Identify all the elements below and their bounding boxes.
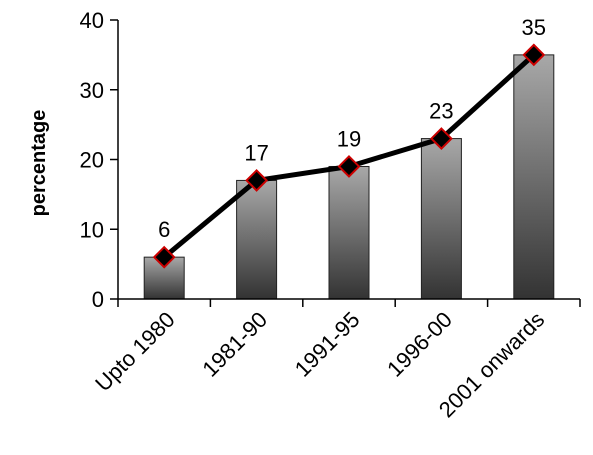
- marker-5: [522, 43, 546, 67]
- x-tick-label: 1991-95: [290, 307, 365, 382]
- bar-4: [420, 138, 462, 300]
- y-tick-label: 20: [80, 148, 104, 173]
- data-label-5: 35: [522, 15, 546, 40]
- data-label-1: 6: [158, 217, 170, 242]
- bar-2: [236, 179, 278, 300]
- marker-1: [152, 245, 176, 269]
- y-tick-label: 0: [92, 287, 104, 312]
- y-axis-title: percentage: [28, 110, 50, 217]
- marker-2: [245, 169, 269, 192]
- marker-3: [337, 155, 361, 178]
- labels-group: 6 17 19 23 35: [158, 15, 546, 242]
- y-tick-label: 40: [80, 8, 104, 33]
- x-tick-label: 1996-00: [382, 307, 457, 382]
- bar-5: [513, 54, 555, 300]
- y-tick-label: 10: [80, 217, 104, 242]
- marker-4: [429, 127, 453, 150]
- data-label-3: 19: [337, 126, 361, 151]
- x-tick-label: 1981-90: [197, 307, 272, 382]
- x-tick-label: Upto 1980: [90, 307, 179, 396]
- data-label-4: 23: [429, 99, 453, 124]
- data-label-2: 17: [244, 140, 268, 165]
- bar-3: [328, 165, 370, 300]
- y-tick-label: 30: [80, 78, 104, 103]
- line-layer: [152, 43, 546, 269]
